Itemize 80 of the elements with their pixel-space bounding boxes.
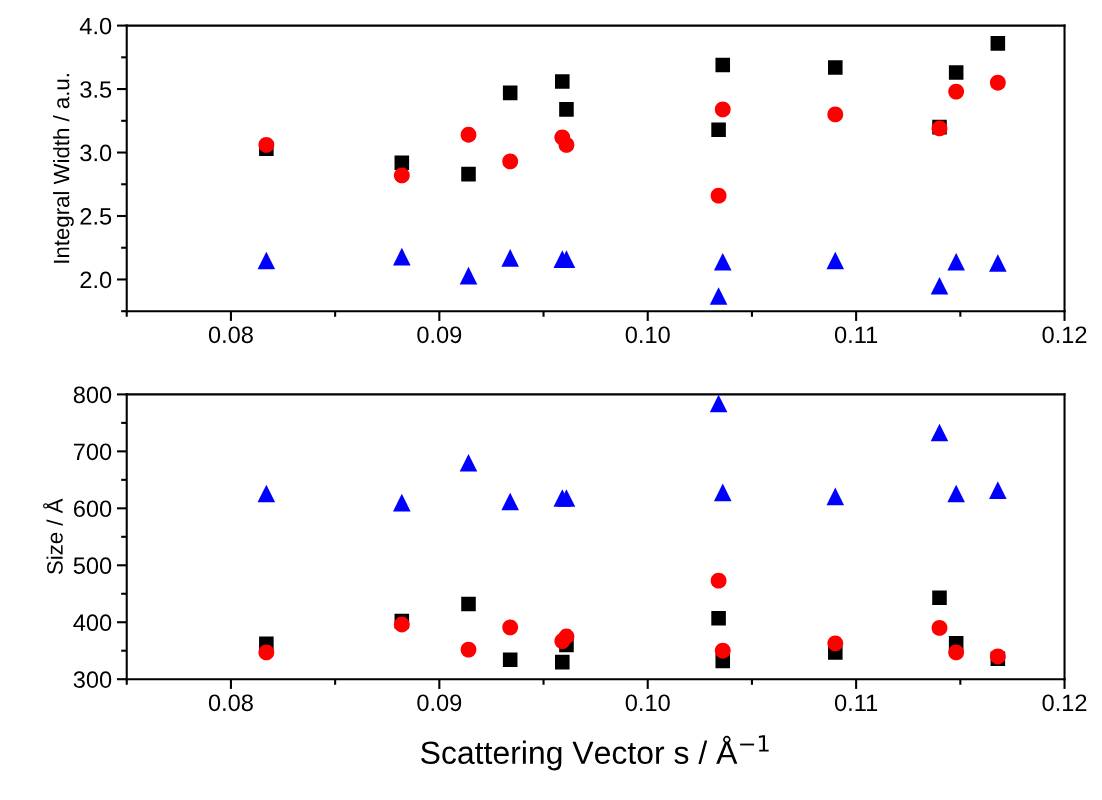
point — [461, 166, 476, 182]
point — [989, 254, 1007, 272]
point — [948, 644, 965, 661]
point — [709, 287, 728, 305]
point — [711, 122, 726, 137]
point — [460, 126, 477, 143]
point — [557, 489, 576, 507]
y-tick-label: 3.0 — [80, 144, 112, 162]
point — [932, 590, 947, 606]
point — [257, 251, 276, 270]
point — [258, 644, 275, 661]
point — [714, 101, 731, 118]
y-axis-title: Integral Width / a.u. — [53, 74, 74, 263]
x-tick-label: 0.12 — [1042, 694, 1087, 712]
point — [709, 394, 728, 413]
y-tick-label: 4.0 — [79, 17, 112, 35]
point — [989, 481, 1007, 499]
point — [947, 252, 965, 271]
point — [502, 619, 519, 636]
point — [257, 484, 276, 503]
x-tick-label: 0.09 — [417, 694, 462, 712]
point — [558, 628, 575, 645]
point — [393, 247, 411, 266]
point — [459, 453, 478, 472]
point — [931, 620, 948, 636]
point — [501, 492, 519, 511]
point — [555, 654, 570, 670]
point — [710, 187, 727, 204]
point — [713, 483, 732, 502]
point — [828, 60, 843, 75]
point — [930, 277, 949, 295]
point — [826, 487, 845, 506]
point — [555, 74, 570, 89]
y-tick-label: 2.5 — [80, 208, 112, 225]
point — [393, 616, 410, 633]
y-tick-label: 2.0 — [80, 271, 112, 289]
point — [827, 635, 844, 652]
point — [715, 57, 731, 73]
point — [502, 85, 518, 101]
point — [990, 36, 1006, 51]
x-axis-title: Scattering Vector s / Å$^{−1}$ — [421, 735, 769, 771]
point — [714, 642, 731, 659]
point — [930, 423, 949, 442]
point — [502, 652, 518, 668]
x-tick-label: 0.10 — [625, 694, 670, 712]
y-tick-label: 3.5 — [80, 81, 112, 98]
x-tick-label: 0.08 — [208, 326, 253, 344]
point — [258, 137, 275, 153]
point — [713, 252, 732, 271]
point — [711, 610, 726, 626]
point — [558, 137, 575, 153]
x-tick-label: 0.09 — [417, 326, 462, 344]
point — [826, 251, 845, 270]
y-tick-label: 400 — [73, 614, 112, 632]
point — [947, 484, 965, 503]
point — [710, 572, 727, 589]
y-tick-label: 700 — [73, 443, 112, 461]
point — [461, 596, 476, 612]
x-tick-label: 0.11 — [834, 694, 878, 712]
y-tick-label: 300 — [73, 671, 112, 688]
x-tick-label: 0.10 — [625, 326, 670, 344]
point — [394, 155, 410, 170]
y-tick-label: 600 — [73, 500, 112, 518]
y-tick-label: 500 — [73, 557, 112, 575]
point — [948, 65, 964, 80]
x-tick-label: 0.12 — [1042, 326, 1087, 344]
point — [502, 153, 519, 170]
x-tick-label: 0.11 — [834, 326, 878, 344]
y-tick-label: 800 — [73, 386, 112, 404]
point — [559, 102, 574, 117]
point — [989, 74, 1006, 91]
point — [827, 106, 844, 123]
point — [393, 493, 411, 512]
point — [393, 167, 410, 184]
point — [459, 266, 478, 285]
x-tick-label: 0.08 — [208, 694, 253, 712]
point — [501, 249, 519, 267]
point — [948, 83, 965, 100]
y-axis-title: Size / Å — [43, 498, 63, 575]
point — [460, 641, 477, 658]
